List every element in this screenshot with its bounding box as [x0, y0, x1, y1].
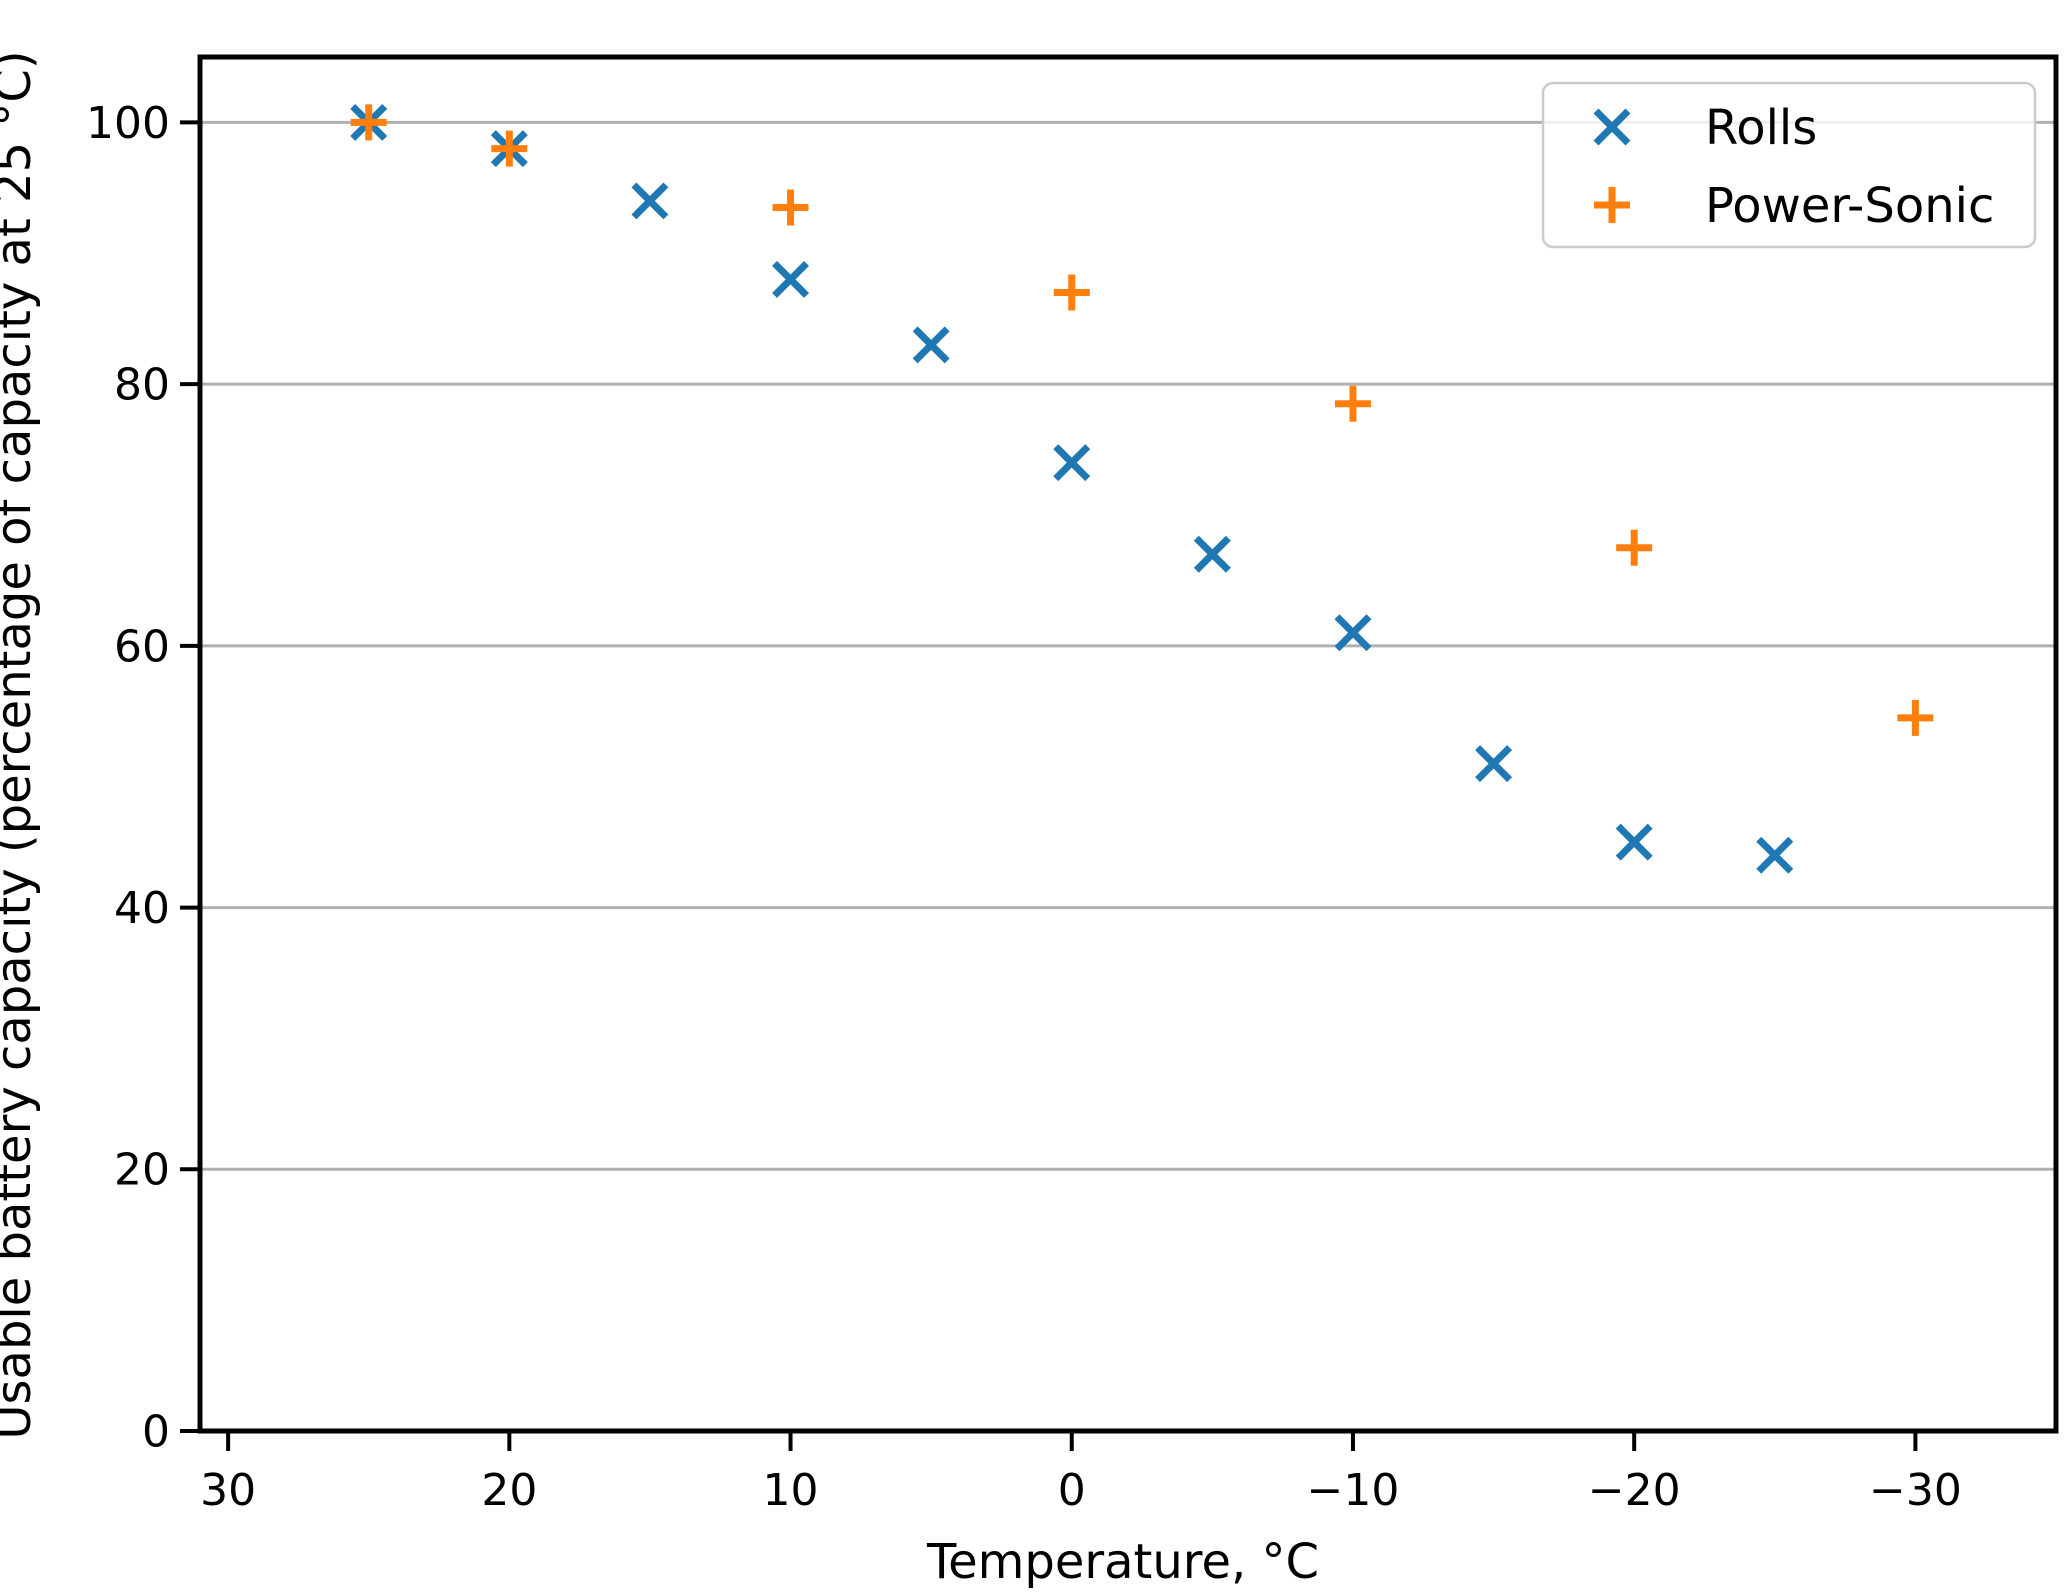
power-sonic-data-point	[1616, 529, 1653, 566]
legend-label-power-sonic: Power-Sonic	[1705, 178, 1994, 234]
y-tick-label: 60	[114, 621, 170, 672]
rolls-data-point	[1334, 614, 1372, 652]
x-tick-label: −20	[1588, 1465, 1681, 1516]
x-tick-label: −10	[1307, 1465, 1400, 1516]
x-axis-label: Temperature, °C	[926, 1534, 1319, 1590]
power-sonic-data-point	[1053, 274, 1090, 311]
rolls-data-point	[631, 182, 669, 220]
y-tick-label: 100	[86, 98, 170, 149]
power-sonic-data-point	[1334, 385, 1371, 422]
rolls-data-point	[772, 260, 810, 298]
x-tick-label: 0	[1058, 1465, 1086, 1516]
legend-power-sonic-marker	[1594, 187, 1630, 223]
rolls-data-point	[1475, 745, 1513, 783]
power-sonic-data-point	[350, 104, 387, 141]
legend: Rolls Power-Sonic	[1541, 81, 2037, 249]
rolls-data-point	[1615, 823, 1653, 861]
y-tick-label: 0	[142, 1406, 170, 1457]
x-tick-label: 20	[481, 1465, 537, 1516]
y-axis-ticks: 0 20 40 60 80 100	[86, 98, 200, 1457]
y-tick-label: 80	[114, 360, 170, 411]
legend-label-rolls: Rolls	[1705, 100, 1817, 156]
legend-box	[1541, 81, 2037, 249]
y-tick-label: 20	[114, 1145, 170, 1196]
rolls-data-point	[1053, 444, 1091, 482]
rolls-data-point	[912, 326, 950, 364]
x-tick-label: 10	[763, 1465, 819, 1516]
x-axis-ticks: 30 20 10 0 −10 −20 −30	[200, 1431, 1962, 1516]
y-tick-label: 40	[114, 883, 170, 934]
rolls-data-point	[1756, 836, 1794, 874]
rolls-x-marker-icon	[1593, 108, 1631, 146]
power-sonic-data-point	[1897, 699, 1934, 736]
y-axis-label: Usable battery capacity (percentage of c…	[0, 50, 42, 1439]
x-tick-label: −30	[1869, 1465, 1962, 1516]
power-sonic-data-point	[772, 189, 809, 226]
x-tick-label: 30	[200, 1465, 256, 1516]
legend-rolls-marker	[1593, 108, 1631, 146]
rolls-data-point	[1193, 535, 1231, 573]
data-points	[350, 103, 1934, 874]
plot-border	[197, 54, 2059, 1434]
power-sonic-data-point	[491, 130, 528, 167]
gridlines	[200, 120, 2056, 1171]
power-sonic-plus-marker-icon	[1594, 187, 1630, 223]
